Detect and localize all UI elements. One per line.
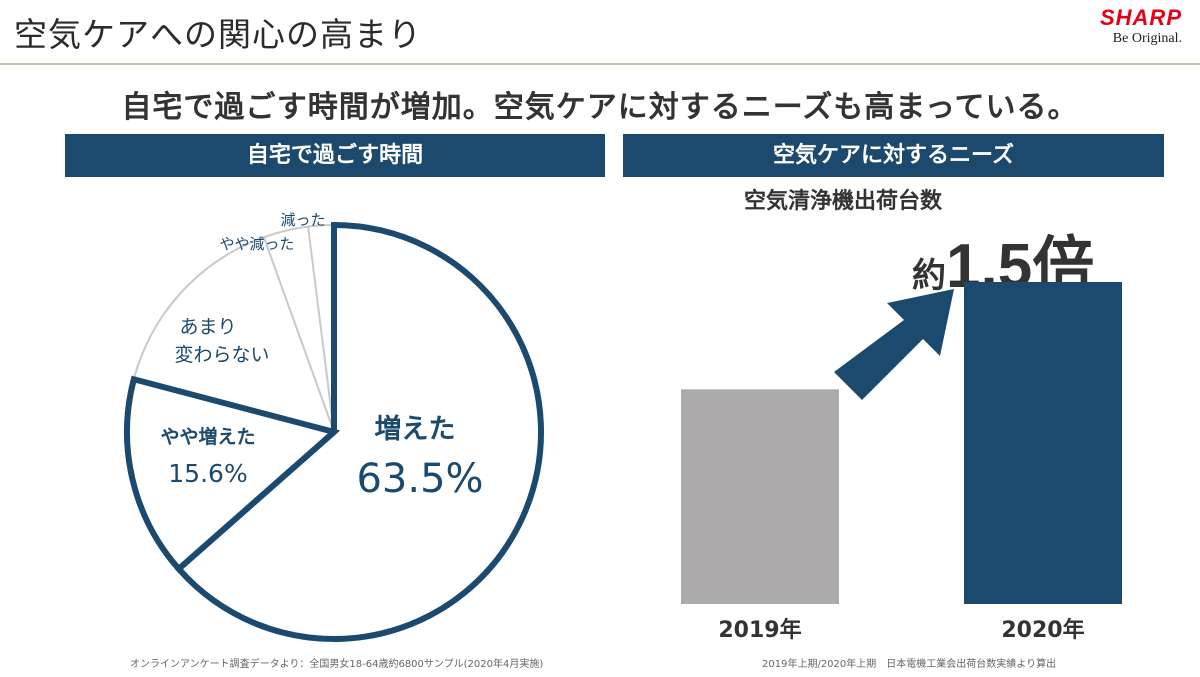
- multiplier-prefix: 約: [912, 256, 946, 296]
- value-slightly-increased: 15.6%: [168, 459, 247, 488]
- bar-label-2020: 2020年: [1001, 617, 1084, 643]
- shipment-footnote: 2019年上期/2020年上期 日本電機工業会出荷台数実績より算出: [762, 659, 1057, 670]
- label-increased: 増えた: [375, 413, 456, 445]
- headline: 自宅で過ごす時間が増加。空気ケアに対するニーズも高まっている。: [121, 90, 1079, 125]
- logo-wordmark: SHARP: [1099, 5, 1182, 30]
- label-decreased: 減った: [280, 211, 325, 229]
- value-increased: 63.5%: [356, 456, 483, 502]
- header-divider: [0, 63, 1200, 65]
- bar-2019: [681, 389, 839, 604]
- pie-slice-increased: [174, 221, 544, 642]
- pie-slice-slightly-increased: [124, 375, 341, 574]
- pie-divider: [262, 236, 335, 433]
- page-title: 空気ケアへの関心の高まり: [14, 15, 422, 54]
- label-unchanged-line1: あまり: [179, 316, 236, 338]
- logo-tagline: Be Original.: [1112, 31, 1182, 46]
- survey-footnote: オンラインアンケート調査データより：全国男女18-64歳約6800サンプル(20…: [130, 659, 544, 670]
- left-section-banner: 自宅で過ごす時間: [65, 134, 605, 177]
- brand-logo: SHARP Be Original.: [1100, 6, 1182, 48]
- growth-arrow-icon: [834, 289, 954, 400]
- label-slightly-increased: やや増えた: [160, 425, 255, 448]
- label-unchanged-line2: 変わらない: [174, 344, 269, 366]
- label-slightly-decreased: やや減った: [219, 235, 294, 253]
- pie-divider: [307, 226, 335, 433]
- bar-chart-subtitle: 空気清浄機出荷台数: [743, 189, 942, 214]
- right-section-banner: 空気ケアに対するニーズ: [623, 134, 1164, 177]
- bar-2020: [964, 282, 1122, 604]
- bar-label-2019: 2019年: [718, 617, 801, 643]
